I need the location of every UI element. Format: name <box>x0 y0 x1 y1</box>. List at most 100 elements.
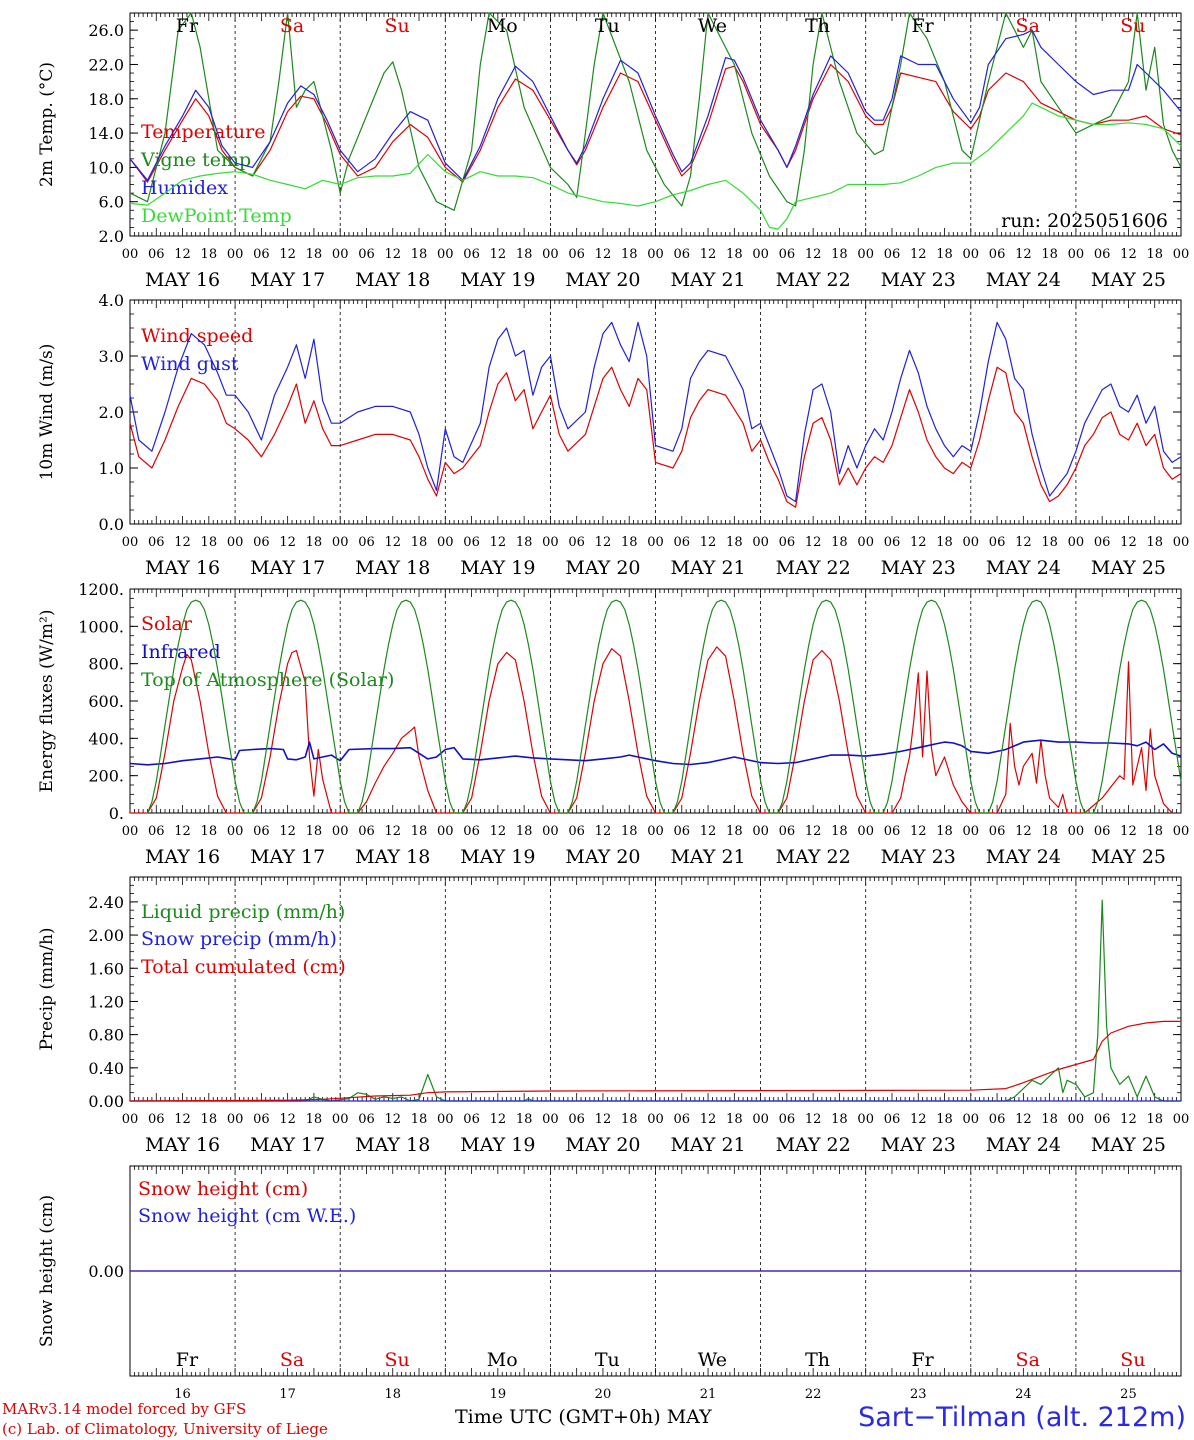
hour-tick-label: 18 <box>201 535 218 550</box>
hour-tick-label: 12 <box>910 535 927 550</box>
y-tick-label: 1200. <box>78 580 124 599</box>
panel-3: 0. 200. 400. 600. 800. 1000. 1200. Energy fluxe… <box>37 580 1189 868</box>
hour-tick-label: 12 <box>910 247 927 262</box>
hour-tick-label: 00 <box>647 1112 664 1127</box>
weekday-label-bottom: We <box>698 1349 727 1371</box>
weekday-label-bottom: Mo <box>487 1349 518 1371</box>
hour-tick-label: 18 <box>831 824 848 839</box>
hour-tick-label: 06 <box>148 535 165 550</box>
hour-tick-label: 18 <box>306 824 323 839</box>
hour-tick-label: 06 <box>1094 824 1111 839</box>
hour-tick-label: 18 <box>831 535 848 550</box>
legend-entry: Infrared <box>141 641 221 663</box>
hour-tick-label: 06 <box>989 1112 1006 1127</box>
series-line-humidex <box>129 29 1182 181</box>
hour-tick-label: 06 <box>989 247 1006 262</box>
hour-tick-label: 06 <box>358 1112 375 1127</box>
model-credit: MARv3.14 model forced by GFS <box>2 1400 247 1418</box>
y-tick-label: 10.0 <box>88 158 124 177</box>
hour-tick-label: 12 <box>805 824 822 839</box>
legend-entry: Wind gust <box>141 353 239 375</box>
hour-tick-label: 06 <box>358 535 375 550</box>
date-label: MAY 21 <box>670 557 745 579</box>
legend-entry: Snow height (cm) <box>138 1178 308 1200</box>
hour-tick-label: 06 <box>463 535 480 550</box>
hour-tick-label: 00 <box>227 535 244 550</box>
hour-tick-label: 00 <box>1173 1112 1190 1127</box>
y-tick-label: 0.40 <box>88 1059 124 1078</box>
y-tick-label: 0. <box>109 804 124 823</box>
hour-tick-label: 12 <box>805 535 822 550</box>
hour-tick-label: 12 <box>1120 247 1137 262</box>
weekday-label-bottom: Th <box>805 1349 830 1371</box>
hour-tick-label: 00 <box>963 535 980 550</box>
hour-tick-label: 06 <box>989 535 1006 550</box>
date-label: MAY 20 <box>565 846 640 868</box>
hour-tick-label: 00 <box>857 1112 874 1127</box>
date-label: MAY 23 <box>881 1134 956 1156</box>
weekday-label-bottom: Su <box>1120 1349 1145 1371</box>
weekday-label-bottom: Sa <box>1016 1349 1040 1371</box>
hour-tick-label: 12 <box>1120 535 1137 550</box>
date-label: MAY 20 <box>565 269 640 291</box>
hour-tick-label: 12 <box>910 824 927 839</box>
series-line-top-of-atmosphere-solar- <box>146 599 1182 814</box>
hour-tick-label: 00 <box>542 247 559 262</box>
hour-tick-label: 00 <box>542 1112 559 1127</box>
hour-tick-label: 00 <box>122 1112 139 1127</box>
date-label: MAY 24 <box>986 846 1061 868</box>
weekday-label-top: Fr <box>911 15 934 37</box>
date-label: MAY 18 <box>355 846 430 868</box>
hour-tick-label: 12 <box>384 535 401 550</box>
hour-tick-label: 18 <box>726 535 743 550</box>
hour-tick-label: 06 <box>253 535 270 550</box>
hour-tick-label: 12 <box>279 535 296 550</box>
hour-tick-label: 12 <box>279 1112 296 1127</box>
hour-tick-label: 18 <box>831 247 848 262</box>
hour-tick-label: 18 <box>936 535 953 550</box>
date-label: MAY 24 <box>986 269 1061 291</box>
hour-tick-label: 06 <box>253 1112 270 1127</box>
hour-tick-label: 12 <box>700 824 717 839</box>
hour-tick-label: 06 <box>884 824 901 839</box>
hour-tick-label: 00 <box>647 824 664 839</box>
lab-credit: (c) Lab. of Climatology, University of L… <box>2 1420 328 1438</box>
hour-tick-label: 18 <box>516 247 533 262</box>
date-label: MAY 18 <box>355 269 430 291</box>
date-label: MAY 23 <box>881 846 956 868</box>
date-label: MAY 21 <box>670 846 745 868</box>
hour-tick-label: 12 <box>384 824 401 839</box>
hour-tick-label: 00 <box>1173 535 1190 550</box>
legend-entry: Solar <box>141 613 193 635</box>
legend-entry: Vigne temp <box>140 149 251 171</box>
hour-tick-label: 18 <box>201 1112 218 1127</box>
hour-tick-label: 12 <box>700 1112 717 1127</box>
hour-tick-label: 12 <box>805 247 822 262</box>
hour-tick-label: 00 <box>1068 824 1085 839</box>
hour-tick-label: 06 <box>568 535 585 550</box>
date-label: MAY 22 <box>776 269 851 291</box>
weekday-label-top: We <box>698 15 727 37</box>
legend-entry: Snow height (cm W.E.) <box>138 1205 356 1227</box>
hour-tick-label: 00 <box>332 824 349 839</box>
hour-tick-label: 18 <box>1146 824 1163 839</box>
hour-tick-label: 00 <box>963 824 980 839</box>
x-axis-title: Time UTC (GMT+0h) MAY <box>455 1406 712 1428</box>
date-label: MAY 24 <box>986 1134 1061 1156</box>
hour-tick-label: 18 <box>201 824 218 839</box>
weekday-label-bottom: Fr <box>176 1349 199 1371</box>
hour-tick-label: 12 <box>490 535 507 550</box>
hour-tick-label: 18 <box>936 247 953 262</box>
hour-tick-label: 06 <box>1094 535 1111 550</box>
hour-tick-label: 00 <box>752 535 769 550</box>
hour-tick-label: 18 <box>831 1112 848 1127</box>
day-number-label: 23 <box>910 1387 927 1402</box>
hour-tick-label: 12 <box>490 824 507 839</box>
y-axis-label: 10m Wind (m/s) <box>37 344 57 481</box>
hour-tick-label: 18 <box>411 1112 428 1127</box>
y-tick-label: 1.20 <box>88 992 124 1011</box>
panel-2: 0.0 1.0 2.0 3.0 4.0 10m Wind (m/s) Wind speed W… <box>37 291 1189 579</box>
hour-tick-label: 06 <box>148 824 165 839</box>
date-label: MAY 25 <box>1091 557 1166 579</box>
legend-entry: Top of Atmosphere (Solar) <box>141 669 394 691</box>
